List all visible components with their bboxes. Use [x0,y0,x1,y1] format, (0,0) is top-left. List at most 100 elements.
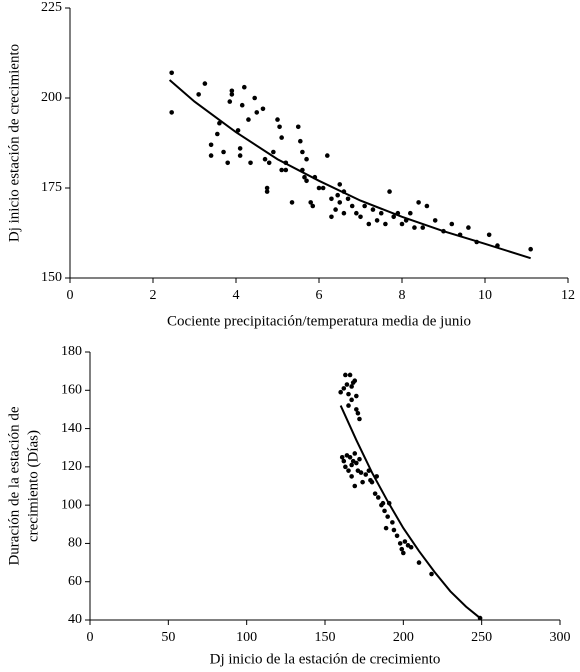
x-tick-label: 8 [399,288,406,303]
y-tick-label: 160 [61,383,82,398]
data-point [372,491,378,496]
data-point [264,189,270,194]
y-tick-label: 200 [41,90,62,105]
data-point [339,454,345,460]
data-point [347,372,353,378]
data-point [227,99,233,104]
data-point [385,514,390,519]
data-point [399,546,405,552]
y-tick-label: 120 [61,459,82,474]
data-point [349,203,355,209]
data-point [252,95,257,101]
data-point [304,156,309,162]
data-point [375,495,381,500]
x-tick-label: 10 [478,288,492,303]
data-point [363,472,369,477]
x-tick-label: 50 [161,630,175,645]
data-point [283,167,289,173]
data-point [424,203,430,209]
data-point [289,200,295,205]
data-point [466,225,471,230]
data-point [304,178,309,184]
y-axis-label: crecimiento (Días) [25,430,41,542]
data-point [302,174,307,180]
data-point [391,214,397,220]
data-point [329,196,334,202]
x-tick-label: 12 [561,288,575,303]
data-point [378,210,384,216]
data-point [308,200,314,205]
data-point [349,384,354,389]
y-tick-label: 80 [68,536,82,551]
data-point [349,474,354,479]
data-point [338,389,343,395]
y-tick-label: 180 [61,344,82,359]
data-point [208,153,214,158]
data-point [262,156,268,162]
data-point [429,571,434,577]
x-tick-label: 300 [550,630,571,645]
x-tick-label: 6 [316,288,323,303]
data-point [325,153,330,158]
data-point [357,416,362,422]
x-tick-label: 200 [393,630,414,645]
data-point [362,203,367,209]
y-tick-label: 60 [68,574,82,589]
data-point [221,149,226,155]
data-point [358,214,363,220]
data-point [335,192,340,198]
data-point [366,221,372,227]
data-point [369,479,375,485]
data-point [344,382,350,387]
data-point [408,544,414,550]
data-point [341,386,347,391]
x-tick-label: 150 [315,630,336,645]
data-point [397,541,403,546]
y-tick-label: 40 [68,612,82,627]
data-point [169,70,174,76]
data-point [390,520,395,525]
data-point [343,464,348,470]
data-point [432,218,438,223]
data-point [196,92,201,97]
data-point [349,397,354,403]
data-point [298,138,303,144]
data-point [239,102,245,108]
data-point [358,470,364,475]
y-tick-label: 100 [61,497,82,512]
data-point [346,468,351,473]
x-axis-label: Cociente precipitación/temperatura media… [167,313,471,329]
data-point [225,160,230,166]
data-point [271,149,276,155]
y-axis-label: Dj inicio estación de crecimiento [6,44,22,242]
data-point [275,117,280,122]
data-point [416,200,421,205]
data-point [391,527,397,533]
data-point [346,403,351,408]
data-point [300,149,305,155]
data-point [341,210,347,216]
data-point [237,153,243,158]
data-point [260,106,266,112]
data-point [169,110,174,115]
data-point [320,185,326,191]
data-point [343,372,348,378]
data-point [528,246,533,252]
x-tick-label: 0 [67,288,74,303]
data-point [408,210,413,216]
data-point [412,225,417,230]
data-point [242,84,247,90]
data-point [352,451,358,456]
data-point [383,525,389,531]
data-point [355,410,361,416]
data-point [382,508,387,514]
data-point [347,454,353,460]
data-point [402,539,408,544]
x-tick-label: 4 [233,288,240,303]
fit-curve [168,79,531,260]
data-point [254,110,260,115]
data-point [346,391,351,397]
data-point [349,462,354,468]
data-point [246,117,251,122]
data-point [279,135,284,140]
